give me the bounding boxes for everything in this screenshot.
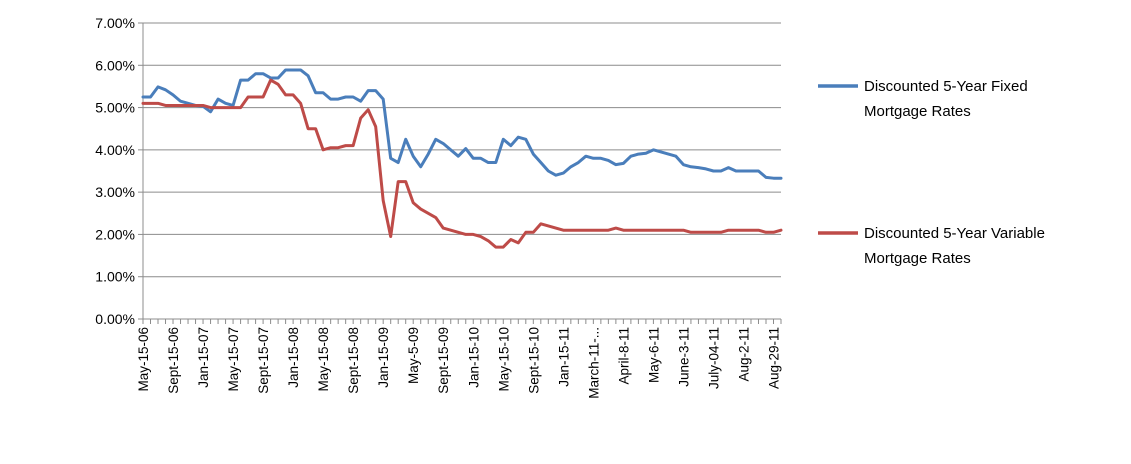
y-tick-label: 0.00% (95, 311, 135, 327)
series-line-variable (141, 78, 783, 249)
y-tick-label: 1.00% (95, 269, 135, 285)
y-tick-label: 6.00% (95, 57, 135, 73)
x-tick-label: May-15-08 (316, 327, 331, 392)
x-tick-label: May-5-09 (406, 327, 421, 384)
legend: Discounted 5-Year Fixed Mortgage Rates D… (818, 78, 1045, 267)
y-tick-label: 2.00% (95, 226, 135, 242)
series-group (141, 68, 783, 249)
x-tick-label: July-04-11 (706, 327, 721, 389)
x-tick-label: May-6-11 (646, 327, 661, 383)
x-tick-label: April-8-11 (616, 327, 631, 385)
legend-label-fixed-line1: Discounted 5-Year Fixed (864, 78, 1028, 95)
x-tick-label: Sept-15-09 (436, 327, 451, 394)
x-tick-label: Sept-15-06 (166, 327, 181, 394)
legend-label-fixed-line2: Mortgage Rates (864, 103, 971, 120)
legend-entry-fixed: Discounted 5-Year Fixed Mortgage Rates (818, 78, 1028, 120)
axes (142, 23, 781, 320)
x-tick-label: Aug-29-11 (766, 327, 781, 389)
y-tick-label: 3.00% (95, 184, 135, 200)
x-tick-label: June-3-11 (676, 327, 691, 387)
x-tick-label: May-15-06 (136, 327, 151, 392)
x-tick-label: Sept-15-07 (256, 327, 271, 394)
x-tick-label: March-11-... (586, 327, 601, 399)
x-tick-label: Jan-15-09 (376, 327, 391, 388)
x-tick-label: May-15-07 (226, 327, 241, 392)
y-axis-ticks: 0.00% 1.00% 2.00% 3.00% 4.00% 5.00% 6.00% 7.00% (95, 15, 143, 327)
x-tick-label: Sept-15-08 (346, 327, 361, 394)
x-tick-label: Jan-15-07 (196, 327, 211, 388)
x-tick-label: Jan-15-11 (556, 327, 571, 387)
legend-entry-variable: Discounted 5-Year Variable Mortgage Rate… (818, 225, 1045, 267)
x-tick-label: Sept-15-10 (526, 327, 541, 394)
x-tick-label: Jan-15-10 (466, 327, 481, 388)
series-line-fixed (141, 68, 783, 180)
legend-label-variable-line2: Mortgage Rates (864, 250, 971, 267)
x-tick-label: Jan-15-08 (286, 327, 301, 388)
x-tick-label: May-15-10 (496, 327, 511, 392)
legend-label-variable-line1: Discounted 5-Year Variable (864, 225, 1045, 242)
x-tick-label: Aug-2-11 (736, 327, 751, 382)
gridlines (143, 22, 781, 278)
y-tick-label: 4.00% (95, 142, 135, 158)
x-axis-ticks: May-15-06 Sept-15-06 Jan-15-07 May-15-07 Sep… (136, 319, 782, 399)
y-tick-label: 7.00% (95, 15, 135, 31)
y-tick-label: 5.00% (95, 100, 135, 116)
